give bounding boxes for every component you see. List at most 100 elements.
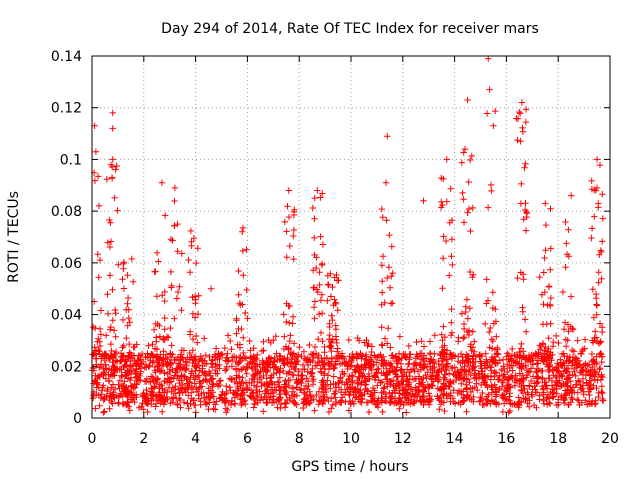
data-point	[170, 375, 177, 382]
data-point	[564, 368, 572, 376]
data-point	[466, 305, 473, 312]
data-point	[311, 315, 318, 322]
data-point	[309, 365, 316, 373]
data-point	[174, 220, 181, 228]
data-point	[163, 333, 171, 340]
data-point	[116, 366, 123, 373]
data-point	[303, 391, 310, 399]
data-point	[539, 321, 547, 328]
data-point	[232, 365, 240, 372]
data-point	[178, 347, 185, 354]
data-point	[563, 343, 570, 350]
data-point	[448, 305, 455, 313]
data-point	[150, 378, 157, 385]
data-point	[381, 384, 388, 391]
data-point	[423, 375, 430, 382]
data-point	[236, 344, 244, 351]
data-point	[329, 283, 336, 291]
data-point	[553, 332, 560, 340]
data-point	[124, 272, 131, 279]
data-point	[415, 353, 423, 360]
data-point	[572, 372, 579, 380]
data-point	[503, 376, 511, 383]
data-point	[237, 353, 244, 361]
data-point	[553, 365, 560, 372]
data-point	[160, 348, 167, 355]
data-point	[408, 385, 415, 393]
y-tick-label: 0.08	[51, 204, 82, 220]
data-point	[273, 386, 280, 394]
data-point	[156, 333, 164, 340]
data-point	[324, 297, 331, 304]
data-point	[402, 391, 410, 398]
data-point	[289, 320, 296, 327]
data-point	[425, 397, 432, 405]
data-point	[420, 197, 427, 204]
x-tick-label: 18	[549, 431, 567, 447]
data-point	[598, 358, 605, 366]
data-point	[230, 353, 238, 360]
data-point	[171, 356, 178, 364]
data-point	[176, 365, 184, 372]
data-point	[467, 343, 474, 350]
data-point	[161, 288, 168, 296]
data-point	[317, 297, 325, 304]
data-point	[487, 376, 494, 383]
data-point	[582, 360, 589, 367]
data-point	[207, 285, 215, 292]
data-point	[449, 261, 456, 269]
data-point	[412, 355, 420, 362]
data-point	[254, 351, 261, 358]
data-point	[398, 366, 405, 373]
data-point	[283, 228, 290, 235]
data-point	[570, 348, 578, 355]
data-point	[94, 338, 101, 345]
data-point	[460, 196, 467, 203]
data-point	[354, 385, 361, 392]
data-point	[519, 378, 526, 385]
data-point	[331, 296, 338, 303]
data-point	[419, 379, 426, 386]
data-point	[554, 379, 561, 386]
data-point	[260, 338, 267, 345]
data-point	[285, 213, 293, 221]
data-point	[379, 342, 386, 349]
data-point	[439, 285, 446, 292]
data-point	[575, 377, 582, 384]
data-point	[586, 391, 593, 399]
data-point	[592, 369, 599, 376]
data-point	[188, 389, 195, 396]
data-point	[597, 339, 604, 346]
data-point	[387, 394, 394, 402]
data-point	[112, 310, 119, 317]
data-point	[192, 332, 200, 340]
data-point	[462, 308, 469, 316]
data-point	[345, 376, 352, 384]
data-point	[304, 361, 312, 369]
data-point	[309, 357, 316, 365]
data-point	[468, 347, 475, 354]
data-point	[111, 306, 119, 314]
data-point	[426, 358, 433, 365]
data-point	[306, 388, 313, 395]
data-point	[109, 163, 116, 171]
data-point	[179, 381, 187, 388]
data-point	[290, 371, 297, 379]
data-point	[131, 384, 139, 391]
data-point	[252, 362, 259, 370]
data-point	[168, 395, 176, 402]
data-point	[383, 217, 390, 224]
data-point	[577, 382, 584, 389]
data-point	[145, 342, 152, 349]
data-point	[589, 286, 597, 293]
data-point	[219, 388, 226, 396]
data-point	[213, 398, 220, 405]
data-point	[504, 368, 511, 376]
data-point	[505, 351, 512, 359]
data-point	[491, 381, 498, 388]
data-point	[148, 350, 155, 358]
data-point	[311, 194, 318, 202]
data-point	[149, 341, 156, 348]
data-point	[460, 388, 467, 395]
data-point	[280, 311, 287, 318]
